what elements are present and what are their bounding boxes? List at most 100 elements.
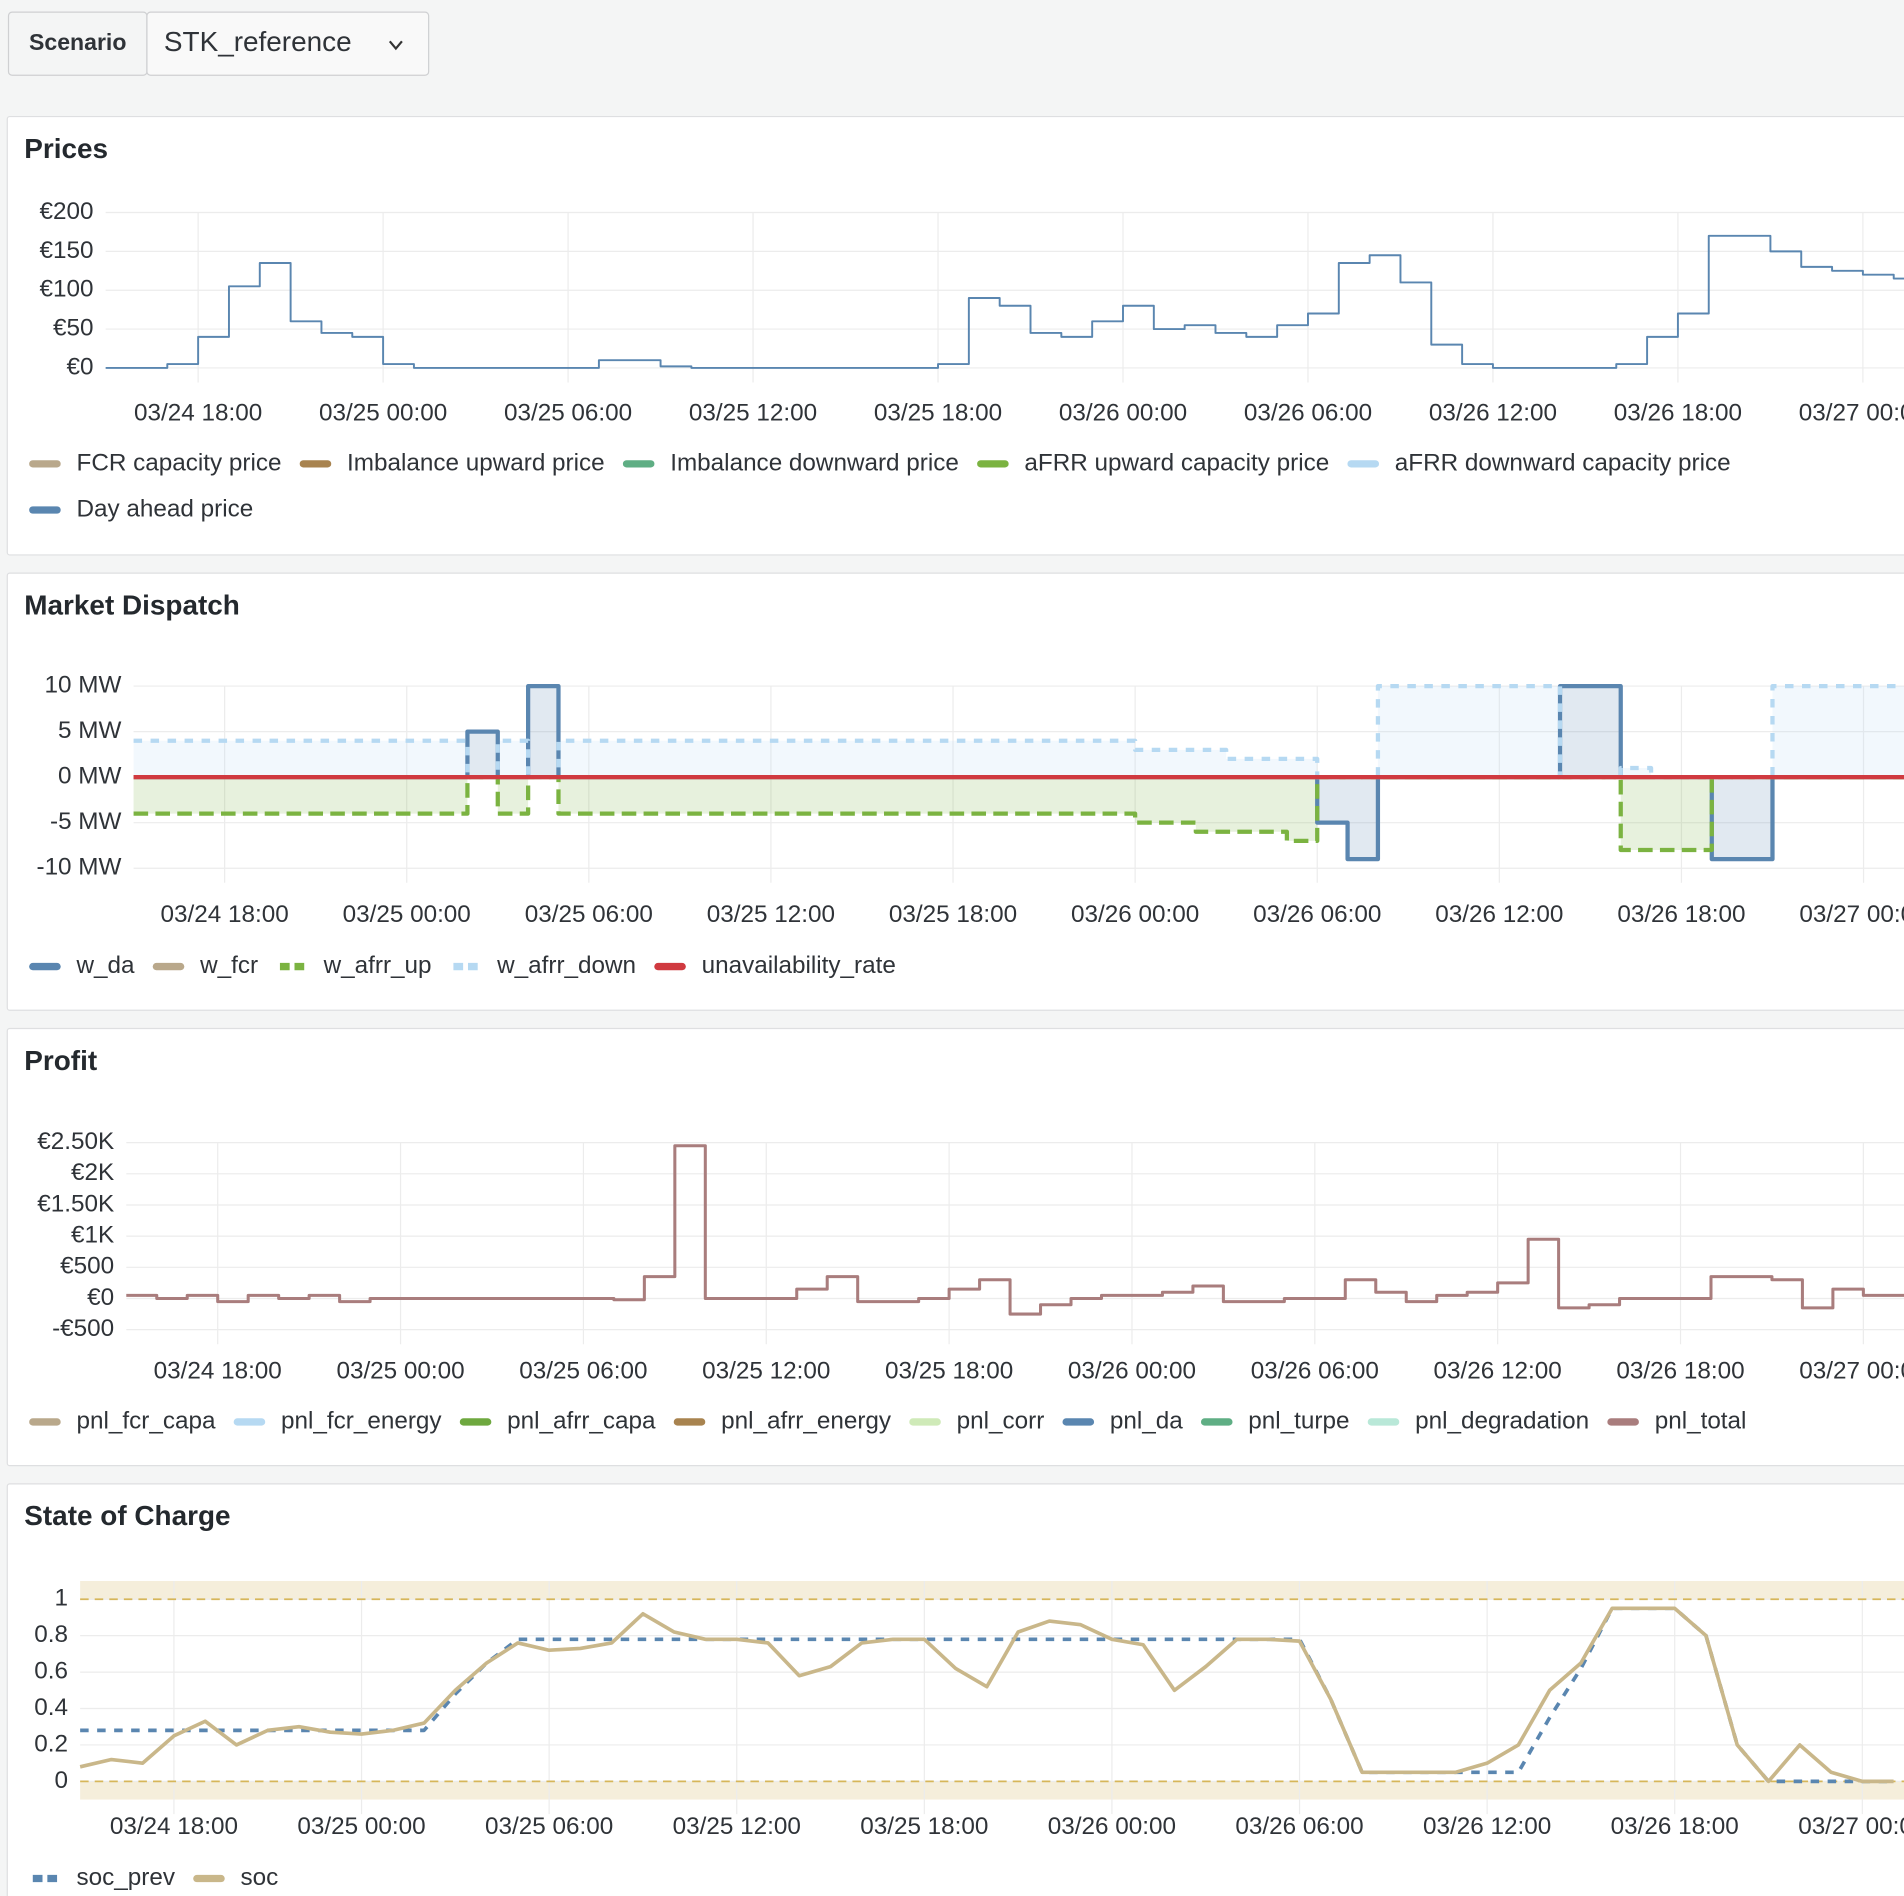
y-tick-label: 0.4 xyxy=(34,1694,68,1721)
legend-label[interactable]: w_afrr_up xyxy=(323,952,432,979)
legend-label[interactable]: pnl_degradation xyxy=(1415,1407,1589,1434)
x-tick-label: 03/25 18:00 xyxy=(885,1358,1013,1385)
series-line xyxy=(105,234,1904,369)
legend-label[interactable]: aFRR upward capacity price xyxy=(1024,449,1329,476)
legend-label[interactable]: soc xyxy=(241,1864,279,1891)
panel-title: State of Charge xyxy=(24,1500,230,1531)
y-tick-label: €1.50K xyxy=(37,1190,114,1217)
legend-label[interactable]: Imbalance downward price xyxy=(670,449,959,476)
x-tick-label: 03/25 18:00 xyxy=(874,399,1002,426)
panel xyxy=(6,115,1904,556)
y-tick-label: €2K xyxy=(71,1159,114,1186)
legend-label[interactable]: Day ahead price xyxy=(77,495,254,522)
x-tick-label: 03/24 18:00 xyxy=(161,901,289,928)
scenario-dropdown[interactable] xyxy=(146,11,430,76)
x-tick-label: 03/25 06:00 xyxy=(504,399,632,426)
x-tick-label: 03/26 00:00 xyxy=(1071,901,1199,928)
y-tick-label: €150 xyxy=(40,237,94,264)
x-tick-label: 03/26 06:00 xyxy=(1253,901,1381,928)
legend-label[interactable]: aFRR downward capacity price xyxy=(1395,449,1731,476)
threshold-band xyxy=(80,1781,1904,1800)
x-tick-label: 03/25 12:00 xyxy=(689,399,817,426)
x-tick-label: 03/26 06:00 xyxy=(1235,1813,1363,1840)
legend-label[interactable]: pnl_fcr_energy xyxy=(281,1407,442,1434)
y-tick-label: 0 MW xyxy=(58,763,121,790)
panel-title: Market Dispatch xyxy=(24,590,240,621)
legend-label[interactable]: pnl_afrr_capa xyxy=(507,1407,656,1434)
legend-label[interactable]: pnl_da xyxy=(1110,1407,1183,1434)
y-tick-label: €200 xyxy=(40,198,94,225)
series-area xyxy=(133,686,1904,860)
y-tick-label: -10 MW xyxy=(36,854,121,881)
legend-label[interactable]: pnl_total xyxy=(1655,1407,1747,1434)
legend-label[interactable]: soc_prev xyxy=(77,1864,176,1891)
dropdown-chevron[interactable] xyxy=(388,40,403,51)
y-tick-label: €100 xyxy=(40,276,94,303)
y-tick-label: 0.8 xyxy=(34,1621,68,1648)
x-tick-label: 03/26 06:00 xyxy=(1251,1358,1379,1385)
y-tick-label: €2.50K xyxy=(37,1128,114,1155)
panel xyxy=(6,1027,1904,1467)
y-tick-label: 0 xyxy=(55,1767,68,1794)
series-line xyxy=(133,683,1904,780)
legend-label[interactable]: w_fcr xyxy=(199,952,258,979)
x-tick-label: 03/27 00:00 xyxy=(1799,901,1904,928)
x-tick-label: 03/25 12:00 xyxy=(702,1358,830,1385)
x-tick-label: 03/25 06:00 xyxy=(519,1358,647,1385)
panel-title: Prices xyxy=(24,133,108,164)
x-tick-label: 03/27 00:00 xyxy=(1799,1358,1904,1385)
x-tick-label: 03/25 06:00 xyxy=(485,1813,613,1840)
y-tick-label: €0 xyxy=(87,1284,114,1311)
x-tick-label: 03/26 00:00 xyxy=(1059,399,1187,426)
y-tick-label: 10 MW xyxy=(45,671,122,698)
variable-label: Scenario xyxy=(29,29,126,55)
legend-label[interactable]: w_afrr_down xyxy=(496,952,636,979)
y-tick-label: 0.6 xyxy=(34,1657,68,1684)
x-tick-label: 03/26 18:00 xyxy=(1616,1358,1744,1385)
legend-label[interactable]: pnl_fcr_capa xyxy=(77,1407,216,1434)
x-tick-label: 03/24 18:00 xyxy=(134,399,262,426)
x-tick-label: 03/25 00:00 xyxy=(297,1813,425,1840)
legend-label[interactable]: w_da xyxy=(76,952,136,979)
y-tick-label: 0.2 xyxy=(34,1730,68,1757)
x-tick-label: 03/26 00:00 xyxy=(1068,1358,1196,1385)
legend-label[interactable]: pnl_afrr_energy xyxy=(721,1407,892,1434)
x-tick-label: 03/27 00:00 xyxy=(1799,399,1904,426)
legend-label[interactable]: Imbalance upward price xyxy=(347,449,605,476)
x-tick-label: 03/26 18:00 xyxy=(1614,399,1742,426)
x-tick-label: 03/25 12:00 xyxy=(707,901,835,928)
x-tick-label: 03/26 18:00 xyxy=(1611,1813,1739,1840)
x-tick-label: 03/26 12:00 xyxy=(1423,1813,1551,1840)
x-tick-label: 03/25 12:00 xyxy=(673,1813,801,1840)
x-tick-label: 03/25 00:00 xyxy=(336,1358,464,1385)
x-tick-label: 03/25 18:00 xyxy=(889,901,1017,928)
x-tick-label: 03/25 00:00 xyxy=(343,901,471,928)
y-tick-label: -5 MW xyxy=(50,808,122,835)
scenario-value[interactable]: STK_reference xyxy=(164,26,352,57)
y-tick-label: €50 xyxy=(53,314,93,341)
series-line xyxy=(133,775,1904,853)
panel-title: Profit xyxy=(24,1045,97,1076)
legend-label[interactable]: FCR capacity price xyxy=(77,449,282,476)
series-line xyxy=(79,1606,1894,1784)
x-tick-label: 03/26 00:00 xyxy=(1048,1813,1176,1840)
x-tick-label: 03/26 12:00 xyxy=(1434,1358,1562,1385)
x-tick-label: 03/27 00:00 xyxy=(1798,1813,1904,1840)
y-tick-label: €1K xyxy=(71,1222,114,1249)
legend-label[interactable]: pnl_turpe xyxy=(1248,1407,1349,1434)
legend-label[interactable]: unavailability_rate xyxy=(702,952,896,979)
y-tick-label: 5 MW xyxy=(58,717,121,744)
y-tick-label: €500 xyxy=(60,1253,114,1280)
x-tick-label: 03/25 06:00 xyxy=(525,901,653,928)
threshold-band xyxy=(80,1581,1904,1600)
x-tick-label: 03/24 18:00 xyxy=(154,1358,282,1385)
series-area xyxy=(133,686,1904,778)
legend-label[interactable]: pnl_corr xyxy=(957,1407,1045,1434)
x-tick-label: 03/26 12:00 xyxy=(1429,399,1557,426)
y-tick-label: -€500 xyxy=(52,1315,114,1342)
x-tick-label: 03/26 06:00 xyxy=(1244,399,1372,426)
y-tick-label: €0 xyxy=(67,353,94,380)
series-line xyxy=(126,1144,1904,1316)
y-tick-label: 1 xyxy=(55,1585,68,1612)
